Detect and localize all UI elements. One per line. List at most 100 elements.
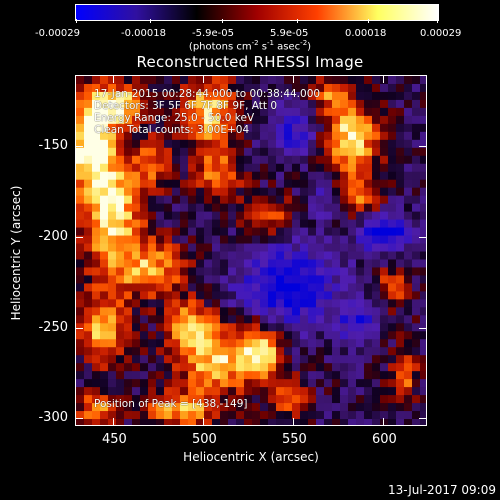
heatmap-cell bbox=[332, 307, 341, 316]
heatmap-cell bbox=[252, 211, 261, 220]
heatmap-cell bbox=[260, 131, 269, 141]
heatmap-cell bbox=[228, 195, 237, 205]
heatmap-cell bbox=[220, 171, 229, 181]
heatmap-cell bbox=[364, 395, 373, 404]
heatmap-cell bbox=[316, 139, 325, 149]
heatmap-cell bbox=[84, 251, 93, 260]
heatmap-cell bbox=[324, 99, 333, 109]
heatmap-cell bbox=[356, 187, 365, 197]
heatmap-cell bbox=[348, 243, 357, 252]
heatmap-cell bbox=[268, 283, 277, 292]
heatmap-cell bbox=[108, 147, 117, 157]
heatmap-cell bbox=[348, 195, 357, 205]
heatmap-cell bbox=[172, 243, 181, 252]
heatmap-cell bbox=[180, 123, 189, 133]
heatmap-cell bbox=[212, 155, 221, 165]
heatmap-cell bbox=[204, 99, 213, 109]
heatmap-cell bbox=[268, 371, 277, 380]
heatmap-cell bbox=[212, 91, 221, 101]
heatmap-cell bbox=[108, 235, 117, 244]
heatmap-cell bbox=[188, 339, 197, 348]
heatmap-cell bbox=[140, 315, 149, 324]
heatmap-cell bbox=[268, 123, 277, 133]
heatmap-cell bbox=[380, 115, 389, 125]
heatmap-cell bbox=[292, 323, 301, 332]
heatmap-cell bbox=[364, 179, 373, 189]
heatmap-cell bbox=[284, 211, 293, 220]
heatmap-cell bbox=[164, 147, 173, 157]
heatmap-cell bbox=[220, 219, 229, 228]
heatmap-cell bbox=[100, 371, 109, 380]
heatmap-cell bbox=[228, 107, 237, 117]
heatmap-cell bbox=[220, 395, 229, 404]
heatmap-cell bbox=[332, 379, 341, 388]
heatmap-cell bbox=[108, 323, 117, 332]
heatmap-cell bbox=[220, 283, 229, 292]
heatmap-cell bbox=[204, 323, 213, 332]
heatmap-cell bbox=[164, 195, 173, 205]
heatmap-cell bbox=[316, 211, 325, 220]
heatmap-cell bbox=[92, 195, 101, 205]
heatmap-cell bbox=[316, 147, 325, 157]
heatmap-cell bbox=[76, 267, 85, 276]
heatmap-cell bbox=[116, 147, 125, 157]
heatmap-cell bbox=[108, 267, 117, 276]
heatmap-cell bbox=[116, 347, 125, 356]
heatmap-cell bbox=[404, 283, 413, 292]
heatmap-cell bbox=[76, 187, 85, 197]
heatmap-cell bbox=[404, 267, 413, 276]
heatmap-cell bbox=[300, 347, 309, 356]
heatmap-cell bbox=[300, 267, 309, 276]
heatmap-cell bbox=[268, 299, 277, 308]
heatmap-cell bbox=[132, 195, 141, 205]
heatmap-cell bbox=[276, 315, 285, 324]
heatmap-cell bbox=[292, 211, 301, 220]
heatmap-cell bbox=[252, 299, 261, 308]
heatmap-cell bbox=[340, 283, 349, 292]
heatmap-cell bbox=[388, 187, 397, 197]
heatmap-cell bbox=[172, 115, 181, 125]
heatmap-cell bbox=[396, 123, 405, 133]
heatmap-cell bbox=[364, 307, 373, 316]
heatmap-cell bbox=[148, 227, 157, 236]
heatmap-cell bbox=[420, 235, 426, 244]
heatmap-cell bbox=[140, 267, 149, 276]
heatmap-cell bbox=[260, 315, 269, 324]
heatmap-cell bbox=[100, 99, 109, 109]
heatmap-cell bbox=[204, 243, 213, 252]
heatmap-cell bbox=[332, 195, 341, 205]
heatmap-cell bbox=[156, 76, 165, 85]
heatmap-cell bbox=[116, 83, 125, 93]
heatmap-cell bbox=[396, 283, 405, 292]
heatmap-cell bbox=[172, 363, 181, 372]
heatmap-cell bbox=[172, 203, 181, 213]
heatmap-cell bbox=[212, 203, 221, 213]
heatmap-cell bbox=[268, 307, 277, 316]
heatmap-cell bbox=[228, 331, 237, 340]
heatmap-cell bbox=[332, 363, 341, 372]
heatmap-cell bbox=[156, 387, 165, 396]
heatmap-cell bbox=[324, 163, 333, 173]
heatmap-cell bbox=[124, 243, 133, 252]
heatmap-cell bbox=[300, 355, 309, 364]
heatmap-cell bbox=[220, 91, 229, 101]
heatmap-cell bbox=[220, 339, 229, 348]
heatmap-cell bbox=[220, 115, 229, 125]
heatmap-cell bbox=[188, 107, 197, 117]
heatmap-cell bbox=[324, 211, 333, 220]
heatmap-cell bbox=[324, 323, 333, 332]
heatmap-cell bbox=[164, 179, 173, 189]
heatmap-cell bbox=[268, 219, 277, 228]
heatmap-cell bbox=[84, 171, 93, 181]
heatmap-cell bbox=[228, 203, 237, 213]
heatmap-cell bbox=[172, 379, 181, 388]
heatmap-cell bbox=[268, 115, 277, 125]
heatmap-cell bbox=[412, 363, 421, 372]
heatmap-cell bbox=[300, 99, 309, 109]
x-tick-label: 500 bbox=[192, 432, 217, 447]
colorbar bbox=[75, 4, 439, 21]
heatmap-cell bbox=[116, 107, 125, 117]
heatmap-cell bbox=[236, 419, 245, 425]
colorbar-tick: 0.00029 bbox=[420, 28, 462, 39]
heatmap-cell bbox=[364, 331, 373, 340]
